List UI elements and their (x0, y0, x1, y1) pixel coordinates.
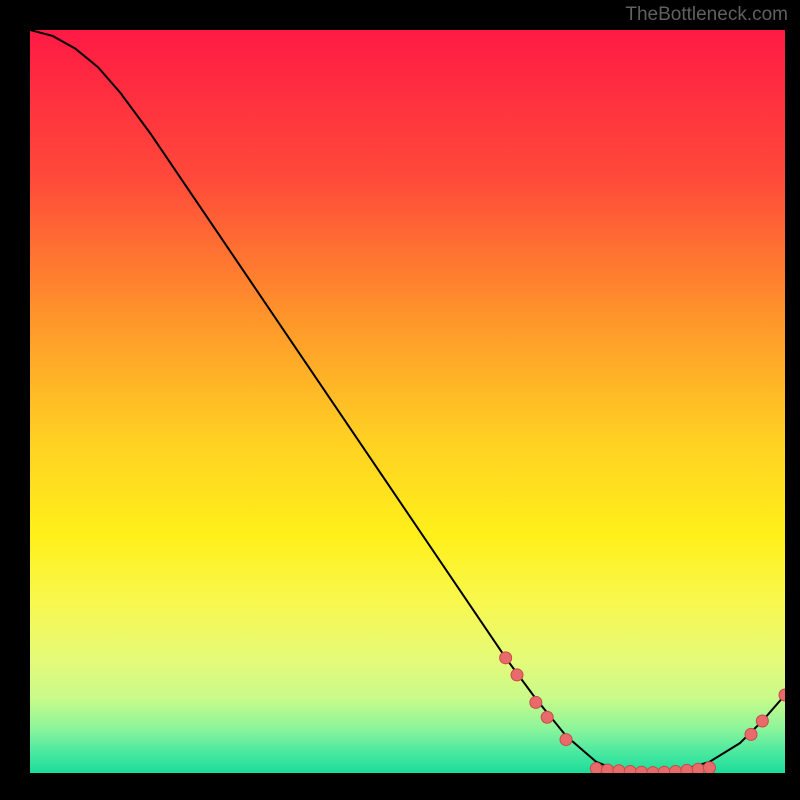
bottleneck-curve (30, 30, 785, 773)
curve-layer (30, 30, 785, 773)
data-marker (541, 711, 553, 723)
data-marker (613, 765, 625, 773)
data-marker (670, 766, 682, 773)
data-marker (500, 652, 512, 664)
data-marker (624, 766, 636, 773)
data-marker (779, 689, 785, 701)
data-marker (647, 767, 659, 773)
data-marker (692, 763, 704, 773)
data-marker (636, 766, 648, 773)
data-marker (560, 734, 572, 746)
data-marker (745, 728, 757, 740)
marker-group (500, 652, 785, 773)
data-marker (511, 669, 523, 681)
data-marker (658, 766, 670, 773)
data-marker (530, 696, 542, 708)
data-marker (602, 764, 614, 773)
data-marker (704, 762, 716, 773)
plot-area (30, 30, 785, 773)
data-marker (756, 715, 768, 727)
watermark-text: TheBottleneck.com (625, 4, 788, 26)
data-marker (681, 764, 693, 773)
data-marker (590, 763, 602, 773)
